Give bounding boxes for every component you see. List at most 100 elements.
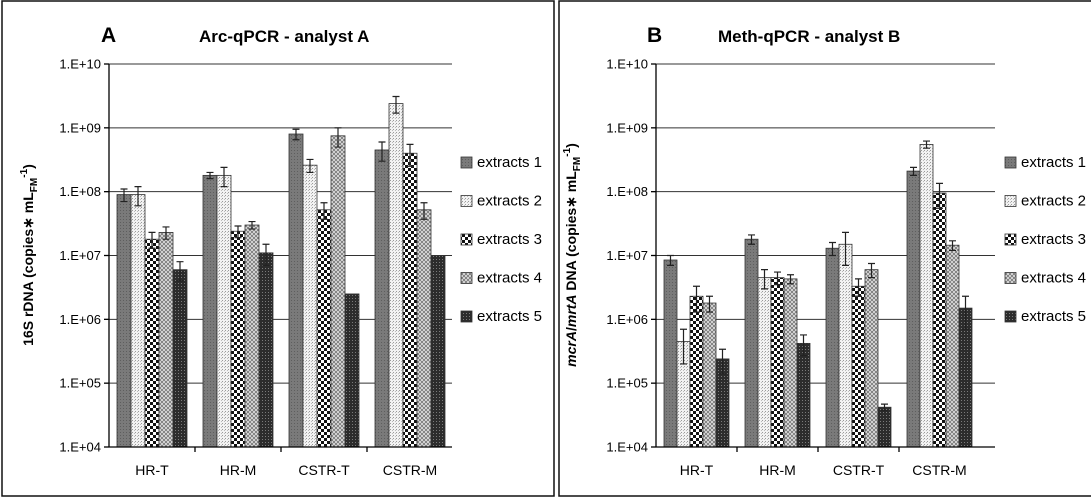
legend-label: extracts 2 — [477, 193, 542, 210]
error-bar — [320, 202, 328, 220]
y-tick-label: 1.E+09 — [606, 120, 648, 135]
bar-extracts-1-HR-T — [116, 194, 132, 448]
error-bar — [162, 226, 170, 240]
error-bar — [719, 348, 726, 375]
panel-a-letter: A — [101, 24, 116, 47]
y-tick-label: 1.E+07 — [59, 248, 101, 263]
error-bar — [248, 220, 256, 230]
error-bar — [949, 240, 956, 252]
error-bar — [176, 261, 184, 282]
error-bar — [829, 241, 836, 257]
error-bar — [936, 182, 943, 209]
category-label: CSTR-M — [383, 462, 437, 478]
panel-b-y-axis-label: mcrA/mrtA DNA (copies∗ mLFM-1) — [562, 143, 583, 367]
bar-extracts-3-CSTR-T — [316, 209, 332, 448]
panel-b-letter: B — [647, 24, 662, 47]
bar-extracts-4-HR-T — [158, 232, 174, 448]
error-bar — [292, 128, 300, 141]
error-bar — [420, 202, 428, 220]
legend-label: extracts 1 — [1021, 154, 1086, 171]
bar-extracts-3-HR-M — [770, 277, 785, 448]
panel-a-frame — [1, 0, 555, 497]
legend-swatch — [1004, 310, 1017, 323]
error-bar — [910, 166, 917, 176]
bar-extracts-1-HR-M — [744, 238, 759, 448]
legend-swatch — [1004, 156, 1017, 169]
error-bar — [868, 262, 875, 279]
error-bar — [234, 225, 242, 239]
legend-label: extracts 4 — [1021, 270, 1086, 287]
bar-extracts-2-CSTR-T — [302, 164, 318, 448]
bar-extracts-5-CSTR-M — [430, 255, 446, 448]
panel-b-title: Meth-qPCR - analyst B — [718, 27, 900, 46]
bar-extracts-5-CSTR-T — [344, 293, 360, 448]
legend-swatch — [460, 195, 473, 207]
y-tick-label: 1.E+10 — [606, 57, 648, 72]
panel-a-y-axis-label: 16S rDNA (copies∗ mLFM-1) — [19, 164, 40, 346]
y-tick-label: 1.E+09 — [59, 120, 101, 135]
y-tick-label: 1.E+06 — [606, 312, 648, 327]
y-tick-label: 1.E+06 — [59, 312, 101, 327]
legend-swatch — [1004, 195, 1017, 207]
category-label: CSTR-T — [833, 462, 885, 478]
error-bar — [134, 186, 142, 207]
bar-extracts-4-HR-M — [244, 224, 260, 448]
category-label: HR-T — [680, 462, 714, 478]
bar-extracts-1-CSTR-M — [374, 149, 390, 448]
category-label: CSTR-M — [912, 462, 966, 478]
bar-extracts-5-HR-M — [796, 342, 811, 448]
category-label: CSTR-T — [298, 462, 350, 478]
panel-b: B Meth-qPCR - analyst B 1.E+041.E+051.E+… — [558, 0, 1091, 497]
legend-swatch — [1004, 272, 1017, 284]
legend-swatch — [460, 156, 473, 169]
bar-extracts-5-HR-M — [258, 252, 274, 448]
error-bar — [787, 274, 794, 285]
error-bar — [667, 254, 674, 266]
error-bar — [923, 140, 930, 149]
error-bar — [706, 295, 713, 313]
bar-extracts-2-CSTR-M — [919, 144, 934, 448]
bar-extracts-2-CSTR-T — [838, 243, 853, 448]
bar-extracts-1-CSTR-T — [825, 247, 840, 448]
bar-extracts-4-CSTR-M — [416, 209, 432, 448]
y-tick-label: 1.E+05 — [606, 376, 648, 391]
bar-extracts-3-HR-M — [230, 230, 246, 448]
bar-extracts-3-CSTR-M — [932, 192, 947, 448]
y-tick-label: 1.E+07 — [606, 248, 648, 263]
error-bar — [761, 269, 768, 290]
error-bar — [774, 271, 781, 286]
error-bar — [378, 141, 386, 162]
error-bar — [220, 166, 228, 188]
panel-a-bars — [116, 103, 446, 448]
error-bar — [406, 143, 414, 167]
y-tick-label: 1.E+08 — [59, 184, 101, 199]
bar-extracts-1-CSTR-M — [906, 170, 921, 448]
bar-extracts-1-HR-T — [663, 259, 678, 448]
panel-b-legend: extracts 1 extracts 2 extracts 3 extracts 4… — [1004, 154, 1086, 325]
panel-a-y-tick-labels: 1.E+04 1.E+05 1.E+06 1.E+07 1.E+08 1.E+09 1.E+… — [59, 57, 109, 455]
bar-extracts-3-HR-T — [689, 295, 704, 448]
bar-extracts-2-HR-M — [757, 277, 772, 448]
error-bar — [262, 243, 270, 266]
error-bar — [855, 278, 862, 297]
legend-swatch — [460, 310, 473, 323]
legend-label: extracts 3 — [477, 231, 542, 248]
panel-b-y-tick-labels: 1.E+04 1.E+05 1.E+06 1.E+07 1.E+08 1.E+09 1.E+… — [606, 57, 656, 455]
bar-extracts-2-CSTR-M — [388, 103, 404, 448]
panel-a: A Arc-qPCR - analyst A 1.E+041.E+051.E+0… — [1, 0, 555, 497]
category-label: HR-M — [759, 462, 796, 478]
category-label: HR-M — [220, 462, 257, 478]
error-bar — [962, 295, 969, 330]
error-bar — [800, 334, 807, 357]
legend-label: extracts 3 — [1021, 231, 1086, 248]
legend-label: extracts 2 — [1021, 193, 1086, 210]
bar-extracts-3-CSTR-T — [851, 285, 866, 448]
legend-label: extracts 5 — [1021, 308, 1086, 325]
error-bar — [206, 171, 214, 180]
bar-extracts-4-CSTR-T — [330, 135, 346, 448]
error-bar — [306, 158, 314, 174]
bar-extracts-5-HR-T — [172, 269, 188, 448]
legend-label: extracts 5 — [477, 308, 542, 325]
panel-a-legend: extracts 1 extracts 2 extracts 3 extracts 4… — [460, 154, 542, 325]
